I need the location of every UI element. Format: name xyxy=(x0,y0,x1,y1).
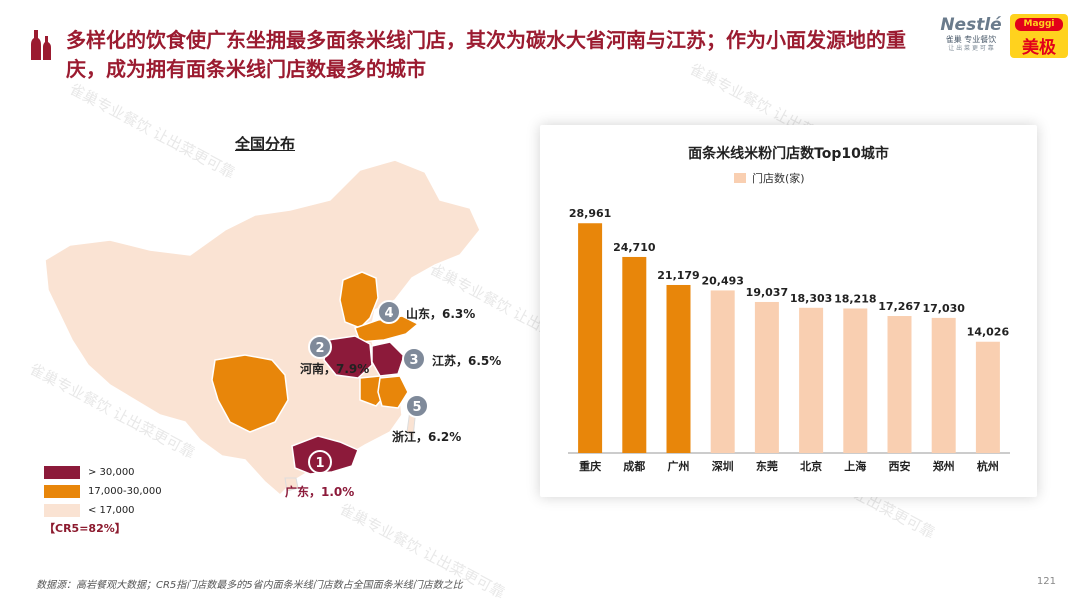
category-label: 郑州 xyxy=(933,459,955,473)
bar-value-label: 19,037 xyxy=(746,286,788,299)
province-zhejiang xyxy=(377,375,409,409)
legend-swatch xyxy=(44,484,80,498)
province-label-guangdong: 广东，1.0% xyxy=(285,485,355,499)
maggi-cn-text: 美极 xyxy=(1022,38,1056,58)
province-label-zhejiang: 浙江，6.2% xyxy=(392,430,462,444)
bar-value-label: 21,179 xyxy=(657,269,699,282)
nestle-logo: Nestlé 雀巢 专业餐饮 让 出 菜 更 可 靠 xyxy=(940,16,1002,58)
bar-value-label: 17,267 xyxy=(878,300,920,313)
legend-label: > 30,000 xyxy=(88,466,135,478)
bar-value-label: 14,026 xyxy=(967,326,1010,339)
nestle-sub-text: 雀巢 专业餐饮 xyxy=(945,35,997,44)
rank-number: 3 xyxy=(409,353,418,368)
bar-value-label: 18,303 xyxy=(790,292,832,305)
province-label-henan: 河南，7.9% xyxy=(300,362,370,376)
province-hebei xyxy=(339,271,379,329)
category-label: 深圳 xyxy=(712,459,734,473)
chart-legend-label: 门店数(家) xyxy=(752,172,805,185)
maggi-logo-text: Maggi xyxy=(1015,18,1063,31)
page-title: 多样化的饮食使广东坐拥最多面条米线门店，其次为碳水大省河南与江苏；作为小面发源地… xyxy=(66,28,906,81)
page-number: 121 xyxy=(1036,576,1056,587)
chart-legend-swatch xyxy=(734,173,746,183)
category-label: 北京 xyxy=(800,459,822,473)
china-map: 1 2 3 4 5 xyxy=(44,160,481,497)
bar-上海 xyxy=(843,308,868,453)
nestle-tagline: 让 出 菜 更 可 靠 xyxy=(948,45,994,52)
rank-number: 1 xyxy=(315,456,324,471)
category-label: 杭州 xyxy=(977,459,999,473)
legend-label: 17,000-30,000 xyxy=(88,485,162,497)
category-label: 成都 xyxy=(623,459,645,473)
maggi-logo: Maggi 美极 xyxy=(1010,14,1068,58)
rank-number: 2 xyxy=(315,341,324,356)
province-label-shandong: 山东，6.3% xyxy=(406,307,476,321)
map-legend-item-high: > 30,000 xyxy=(44,464,135,480)
bar-chart-panel: 面条米线米粉门店数Top10城市 门店数(家) 28,961 重庆 24,710 成都… xyxy=(540,125,1037,497)
nestle-logo-text: Nestlé xyxy=(940,15,1002,35)
category-label: 东莞 xyxy=(756,459,778,473)
category-label: 西安 xyxy=(889,459,911,473)
bar-成都 xyxy=(622,256,647,453)
bar-重庆 xyxy=(578,223,603,453)
bar-东莞 xyxy=(754,301,779,453)
rank-marker-3: 3 xyxy=(402,347,426,371)
province-jiangsu xyxy=(371,341,405,377)
bar-西安 xyxy=(887,316,912,453)
bar-广州 xyxy=(666,284,691,453)
province-label-jiangsu: 江苏，6.5% xyxy=(432,354,502,368)
legend-label: < 17,000 xyxy=(88,504,135,516)
brand-logos: Nestlé 雀巢 专业餐饮 让 出 菜 更 可 靠 Maggi 美极 xyxy=(940,12,1068,58)
bar-杭州 xyxy=(975,341,1000,453)
rank-marker-2: 2 xyxy=(308,335,332,359)
rank-marker-4: 4 xyxy=(377,300,401,324)
bar-value-label: 28,961 xyxy=(569,207,611,220)
data-source-note: 数据源：高岩餐观大数据；CR5指门店数最多的5省内面条米线门店数占全国面条米线门… xyxy=(36,580,463,591)
map-legend-item-low: < 17,000 xyxy=(44,502,135,518)
province-henan xyxy=(323,335,373,379)
category-label: 重庆 xyxy=(579,459,601,473)
bar-value-label: 24,710 xyxy=(613,241,656,254)
chart-title: 面条米线米粉门店数Top10城市 xyxy=(688,146,889,162)
wine-bottles-icon xyxy=(31,30,51,60)
bar-郑州 xyxy=(931,317,956,453)
category-label: 上海 xyxy=(844,459,866,473)
legend-swatch xyxy=(44,503,80,517)
bar-value-label: 20,493 xyxy=(701,274,743,287)
rank-number: 4 xyxy=(384,306,393,321)
island-hainan xyxy=(284,477,299,492)
rank-marker-5: 5 xyxy=(405,394,429,418)
cr5-note: 【CR5=82%】 xyxy=(44,522,126,535)
rank-marker-1: 1 xyxy=(308,450,332,474)
bar-chart: 28,961 重庆 24,710 成都 21,179 广州 20,493 深圳 19,037 东莞… xyxy=(568,207,1010,473)
bar-深圳 xyxy=(710,290,735,453)
chart-legend: 门店数(家) xyxy=(734,170,805,186)
province-sichuan xyxy=(211,354,289,433)
map-title: 全国分布 xyxy=(235,135,296,153)
rank-number: 5 xyxy=(412,400,421,415)
map-legend-item-mid: 17,000-30,000 xyxy=(44,483,162,499)
bar-value-label: 17,030 xyxy=(922,302,965,315)
category-label: 广州 xyxy=(668,459,690,473)
legend-swatch xyxy=(44,465,80,479)
bar-北京 xyxy=(799,307,824,453)
bar-value-label: 18,218 xyxy=(834,292,876,305)
